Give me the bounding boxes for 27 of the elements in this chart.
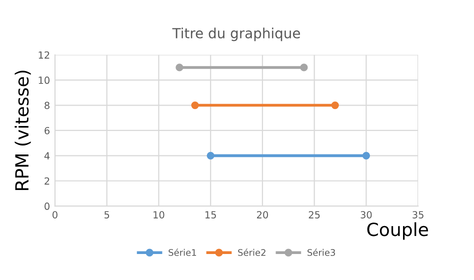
y-tick-label: 8 (44, 102, 50, 110)
point (176, 64, 184, 72)
x-tick-label: 10 (154, 211, 164, 218)
x-tick-label: 20 (256, 211, 268, 218)
point (191, 101, 199, 110)
legend-label: Série1 (168, 248, 196, 256)
legend-label: Série2 (238, 248, 266, 256)
y-tick-label: 6 (44, 126, 50, 134)
y-tick-label: 12 (38, 51, 50, 59)
point (331, 101, 339, 110)
point (300, 64, 308, 72)
y-tick-label: 2 (44, 177, 50, 185)
x-tick-label: 30 (360, 211, 372, 218)
x-tick-label: 25 (308, 211, 320, 218)
legend-label: Série3 (308, 248, 335, 256)
x-tick-label: 0 (52, 211, 58, 218)
y-tick-label: 4 (44, 152, 50, 160)
x-tick-label: 5 (104, 211, 110, 218)
y-axis-title: RPM (vitesse) (14, 70, 31, 190)
x-axis-title: Couple (367, 222, 428, 240)
x-tick-label: 15 (205, 211, 216, 218)
x-tick-label: 35 (412, 211, 424, 218)
point (206, 152, 214, 160)
chart-title: Titre du graphique (172, 28, 300, 42)
y-tick-label: 0 (44, 202, 50, 210)
y-tick-label: 10 (38, 76, 50, 84)
point (362, 152, 370, 160)
